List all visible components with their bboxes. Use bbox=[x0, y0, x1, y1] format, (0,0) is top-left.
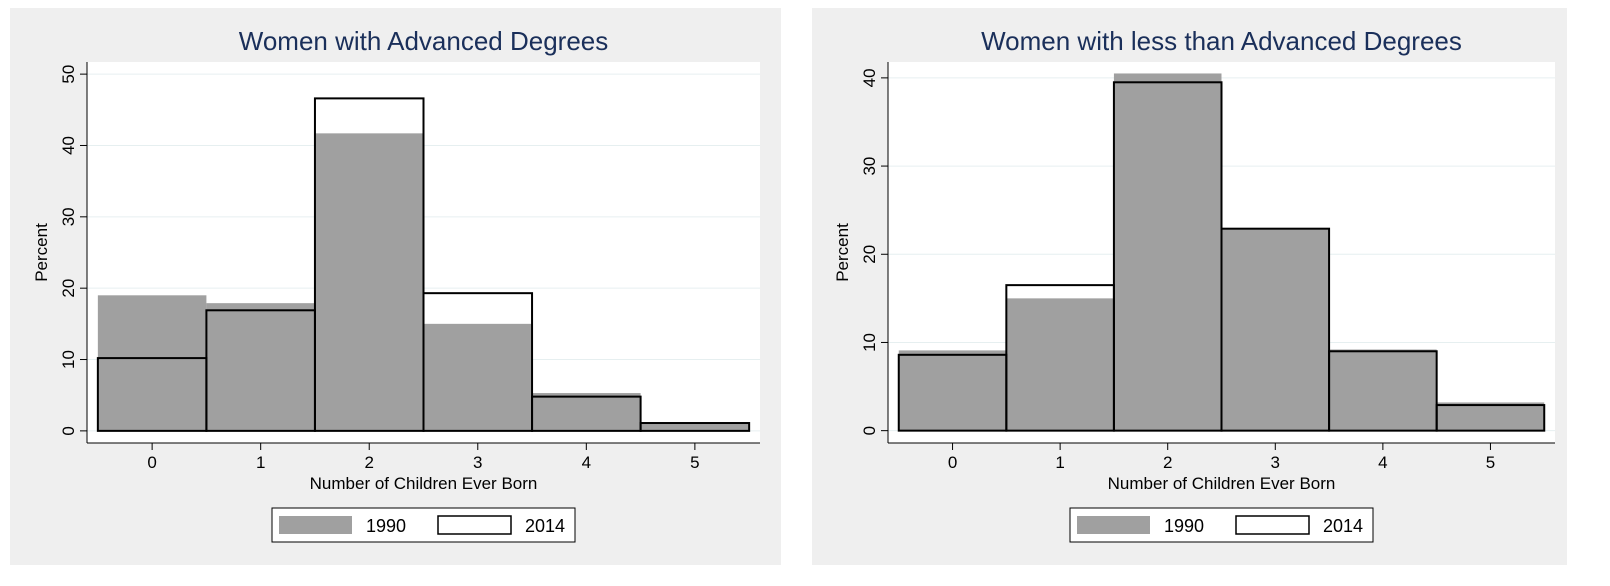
histogram-bar bbox=[1436, 402, 1545, 431]
x-tick-label: 1 bbox=[256, 453, 265, 472]
y-tick-label: 40 bbox=[59, 136, 78, 155]
histogram-bar bbox=[640, 423, 750, 431]
legend-label: 1990 bbox=[1164, 516, 1204, 536]
x-axis-title: Number of Children Ever Born bbox=[310, 474, 538, 493]
x-tick-label: 3 bbox=[1271, 453, 1280, 472]
x-tick-label: 4 bbox=[582, 453, 591, 472]
histogram-bar bbox=[1006, 298, 1114, 431]
histogram-bar bbox=[532, 393, 641, 431]
chart-panel: Women with Advanced Degrees01020304050Pe… bbox=[10, 8, 781, 565]
histogram-bar bbox=[1221, 228, 1330, 431]
x-axis-title: Number of Children Ever Born bbox=[1108, 474, 1336, 493]
histogram-bar bbox=[639, 422, 751, 432]
legend-swatch bbox=[1235, 515, 1310, 535]
histogram-bar bbox=[314, 133, 424, 431]
x-tick-label: 5 bbox=[690, 453, 699, 472]
histogram-bar bbox=[97, 295, 207, 431]
chart-panel: Women with less than Advanced Degrees010… bbox=[812, 8, 1567, 565]
x-tick-label: 2 bbox=[364, 453, 373, 472]
y-tick-label: 10 bbox=[860, 333, 879, 352]
y-axis-title: Percent bbox=[833, 223, 852, 282]
x-tick-label: 2 bbox=[1163, 453, 1172, 472]
y-tick-label: 10 bbox=[59, 350, 78, 369]
histogram-bar bbox=[531, 395, 642, 432]
y-axis-title: Percent bbox=[32, 223, 51, 282]
y-tick-label: 40 bbox=[860, 68, 879, 87]
histogram-bar bbox=[1435, 404, 1546, 432]
legend-swatch bbox=[279, 516, 352, 534]
chart-title: Women with less than Advanced Degrees bbox=[981, 26, 1462, 56]
x-tick-label: 3 bbox=[473, 453, 482, 472]
histogram-bar bbox=[313, 97, 425, 432]
chart-title: Women with Advanced Degrees bbox=[239, 26, 609, 56]
histogram-bar bbox=[1328, 350, 1438, 432]
legend-swatch bbox=[1077, 516, 1150, 534]
y-tick-label: 30 bbox=[860, 157, 879, 176]
x-tick-label: 4 bbox=[1378, 453, 1387, 472]
histogram-bar bbox=[423, 323, 533, 431]
x-tick-label: 0 bbox=[948, 453, 957, 472]
legend-label: 2014 bbox=[1323, 516, 1363, 536]
legend-label: 2014 bbox=[525, 516, 565, 536]
histogram-bar bbox=[206, 303, 315, 431]
y-tick-label: 30 bbox=[59, 207, 78, 226]
legend-swatch bbox=[437, 515, 512, 535]
x-tick-label: 5 bbox=[1486, 453, 1495, 472]
x-tick-label: 0 bbox=[147, 453, 156, 472]
y-tick-label: 50 bbox=[59, 65, 78, 84]
histogram-bar bbox=[1329, 349, 1437, 431]
histogram-bar bbox=[1113, 73, 1222, 431]
histogram-bar bbox=[898, 350, 1007, 431]
y-tick-label: 20 bbox=[860, 245, 879, 264]
x-tick-label: 1 bbox=[1055, 453, 1064, 472]
y-tick-label: 0 bbox=[59, 426, 78, 435]
histogram-bar bbox=[1220, 227, 1331, 432]
y-tick-label: 20 bbox=[59, 279, 78, 298]
histogram-bar bbox=[422, 292, 534, 432]
y-tick-label: 0 bbox=[860, 426, 879, 435]
legend-label: 1990 bbox=[366, 516, 406, 536]
